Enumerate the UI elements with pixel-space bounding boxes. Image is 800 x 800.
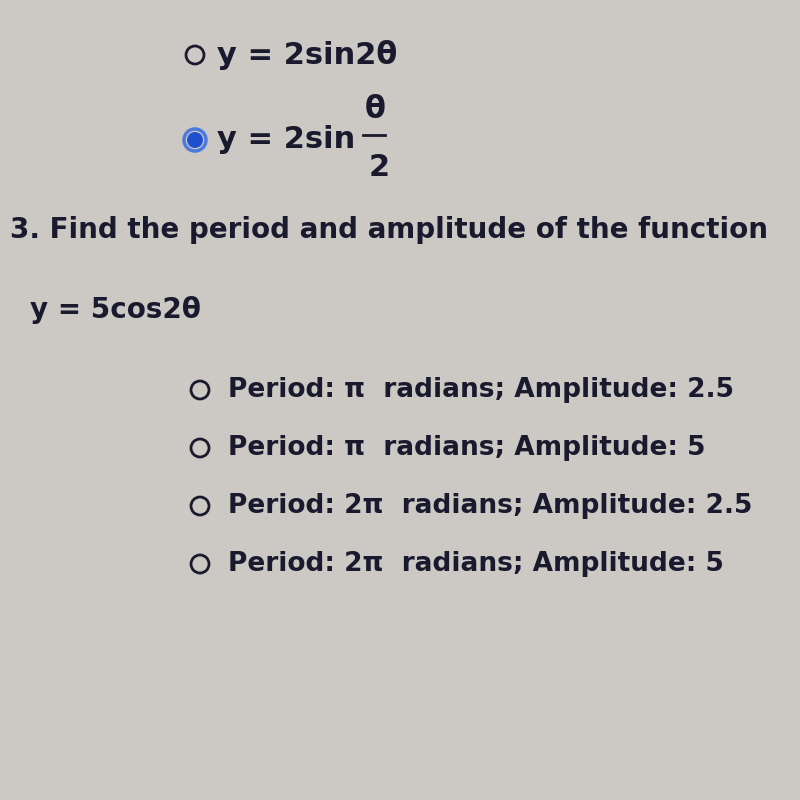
Text: Period: π  radians; Amplitude: 5: Period: π radians; Amplitude: 5 (228, 435, 706, 461)
Text: y = 5cos2θ: y = 5cos2θ (30, 296, 201, 324)
Circle shape (187, 132, 203, 148)
Text: y = 2sin: y = 2sin (217, 126, 366, 154)
Text: y = 2sin2θ: y = 2sin2θ (217, 40, 398, 70)
Text: Period: 2π  radians; Amplitude: 5: Period: 2π radians; Amplitude: 5 (228, 551, 724, 577)
Text: Period: 2π  radians; Amplitude: 2.5: Period: 2π radians; Amplitude: 2.5 (228, 493, 752, 519)
Text: Period: π  radians; Amplitude: 2.5: Period: π radians; Amplitude: 2.5 (228, 377, 734, 403)
Text: 3. Find the period and amplitude of the function: 3. Find the period and amplitude of the … (10, 216, 768, 244)
Text: 2: 2 (369, 154, 390, 182)
Text: θ: θ (365, 95, 386, 125)
